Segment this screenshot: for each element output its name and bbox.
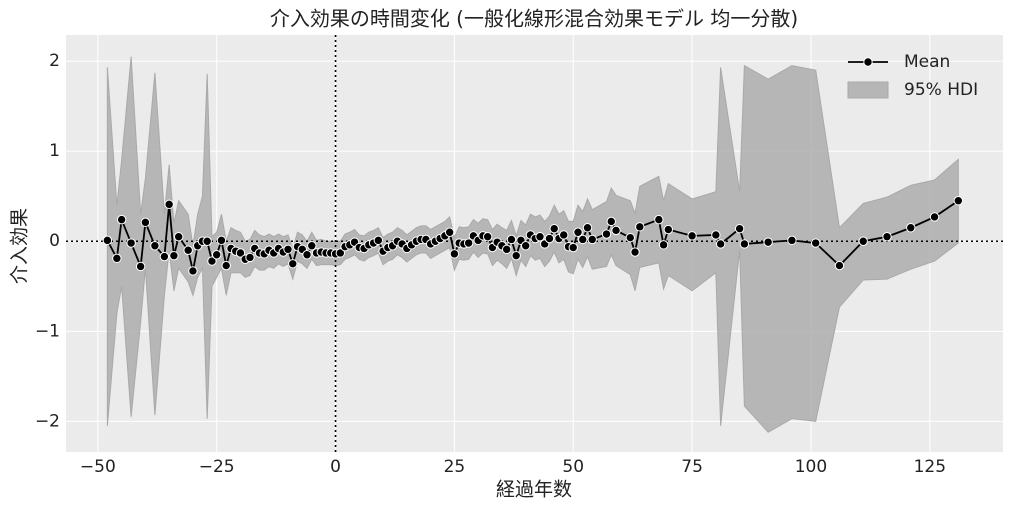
mean-marker <box>207 256 217 266</box>
y-tick-label: −2 <box>35 411 60 431</box>
legend-swatch <box>847 81 889 99</box>
x-tick-label: 100 <box>795 457 827 477</box>
x-axis-label: 経過年数 <box>496 479 572 501</box>
mean-marker <box>654 214 664 225</box>
mean-marker <box>834 260 845 271</box>
mean-marker <box>625 232 635 243</box>
mean-marker <box>787 235 797 246</box>
mean-marker <box>102 235 113 246</box>
mean-marker <box>164 199 174 210</box>
x-tick-label: 0 <box>330 457 341 477</box>
mean-marker <box>283 244 293 255</box>
x-tick-label: −25 <box>199 457 235 477</box>
mean-marker <box>544 233 555 244</box>
mean-marker <box>135 261 146 272</box>
mean-marker <box>687 231 697 241</box>
mean-marker <box>882 232 892 242</box>
mean-marker <box>906 223 916 233</box>
y-tick-label: 0 <box>49 231 60 251</box>
mean-marker <box>444 227 455 237</box>
mean-marker <box>183 245 193 255</box>
mean-marker <box>658 240 669 250</box>
mean-marker <box>578 234 588 245</box>
mean-marker <box>953 196 964 206</box>
mean-marker <box>159 251 170 262</box>
mean-marker <box>307 241 317 251</box>
mean-marker <box>211 250 222 260</box>
mean-marker <box>335 248 346 258</box>
mean-marker <box>611 225 621 236</box>
mean-marker <box>221 260 231 271</box>
mean-marker <box>521 241 531 251</box>
legend: Mean 95% HDI <box>847 52 978 100</box>
mean-marker <box>559 230 569 240</box>
mean-marker <box>587 234 597 245</box>
mean-marker <box>116 214 127 225</box>
mean-marker <box>568 242 578 253</box>
mean-marker <box>463 238 474 248</box>
legend-marker <box>863 57 873 67</box>
mean-marker <box>188 266 198 276</box>
mean-marker <box>150 241 160 251</box>
mean-marker <box>739 239 750 249</box>
mean-marker <box>511 250 521 261</box>
x-tick-label: −50 <box>80 457 116 477</box>
mean-marker <box>630 247 640 257</box>
mean-marker <box>501 244 512 255</box>
mean-marker <box>573 227 583 237</box>
mean-marker <box>549 223 559 234</box>
mean-marker <box>506 234 517 245</box>
legend-label: Mean <box>904 52 950 72</box>
mean-marker <box>734 223 745 234</box>
mean-marker <box>601 229 612 239</box>
mean-marker <box>663 224 674 235</box>
x-tick-label: 125 <box>914 457 946 477</box>
x-tick-label: 50 <box>562 457 584 477</box>
mean-marker <box>169 250 179 261</box>
mean-marker <box>858 236 868 246</box>
y-tick-label: 1 <box>49 141 60 161</box>
y-tick-label: −1 <box>35 321 60 341</box>
mean-marker <box>482 232 493 242</box>
x-tick-label: 25 <box>444 457 466 477</box>
legend-label: 95% HDI <box>904 80 978 100</box>
mean-marker <box>373 235 384 246</box>
mean-marker <box>140 217 151 228</box>
y-tick-label: 2 <box>49 51 60 71</box>
mean-marker <box>173 232 184 242</box>
mean-marker <box>288 259 298 269</box>
mean-marker <box>449 249 460 259</box>
x-tick-label: 75 <box>681 457 703 477</box>
chart-title: 介入効果の時間変化 (一般化線形混合効果モデル 均一分散) <box>270 7 798 31</box>
mean-marker <box>112 253 122 264</box>
mean-marker <box>302 250 312 260</box>
mean-marker <box>582 223 593 233</box>
mean-marker <box>202 236 212 246</box>
mean-marker <box>235 248 246 258</box>
mean-marker <box>606 216 616 227</box>
mean-marker <box>810 238 821 248</box>
mean-marker <box>711 230 721 240</box>
mean-marker <box>715 239 726 249</box>
mean-marker <box>535 232 545 242</box>
mean-marker <box>216 235 227 246</box>
mean-marker <box>929 212 940 222</box>
mean-marker <box>126 238 136 248</box>
mean-marker <box>635 222 645 232</box>
mean-marker <box>245 252 255 263</box>
y-axis-label: 介入効果 <box>9 208 31 284</box>
mean-marker <box>763 237 773 247</box>
